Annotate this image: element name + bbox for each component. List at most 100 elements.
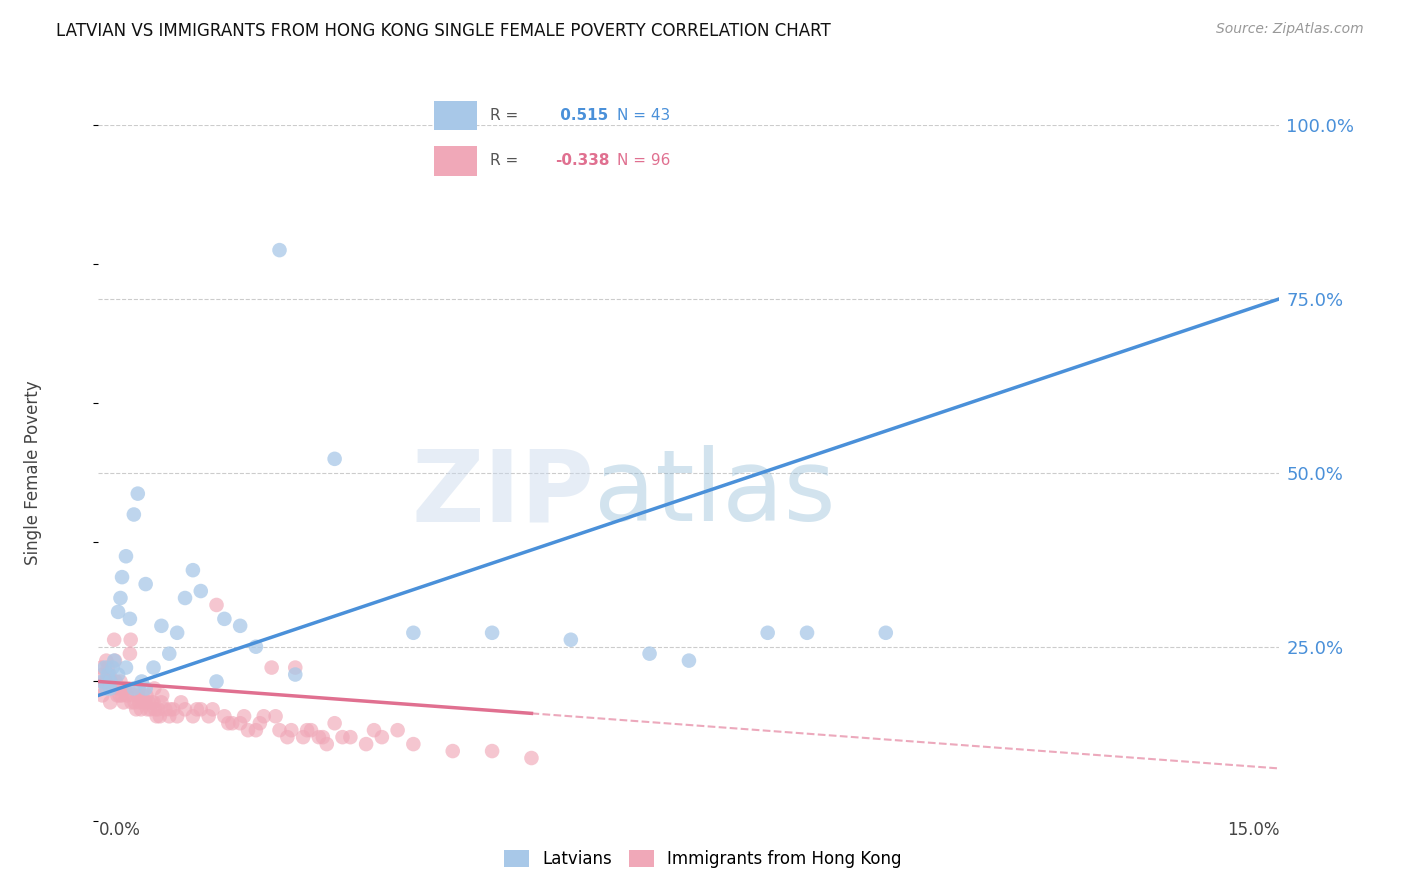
Point [245,640,267,654]
Point [120,632,142,647]
Point [323,451,346,466]
Point [117,681,139,696]
Point [520,751,543,765]
Point [441,744,464,758]
Point [150,695,173,709]
Point [162,702,184,716]
Text: Single Female Poverty: Single Female Poverty [24,381,42,565]
Point [98,695,121,709]
Point [253,709,276,723]
Point [142,695,165,709]
Point [157,647,180,661]
Point [115,549,138,564]
Point [157,709,180,723]
Point [136,702,159,716]
Point [96,654,118,668]
Text: N = 96: N = 96 [617,153,671,169]
Text: atlas: atlas [595,445,837,542]
Point [129,702,152,716]
Point [249,716,271,731]
Text: 0.515: 0.515 [555,108,607,123]
Point [112,681,135,696]
Point [387,723,409,738]
Point [292,730,315,744]
Point [107,667,129,681]
Point [148,702,170,716]
Text: R =: R = [489,108,523,123]
Point [131,689,153,703]
Point [264,709,287,723]
Point [98,674,121,689]
Point [97,667,120,681]
Point [101,681,124,696]
Text: ZIP: ZIP [412,445,595,542]
Point [149,709,172,723]
Point [205,674,228,689]
Point [678,654,700,668]
Point [110,591,132,605]
Point [111,570,134,584]
Point [402,625,425,640]
Point [269,723,291,738]
Text: Source: ZipAtlas.com: Source: ZipAtlas.com [1216,22,1364,37]
Point [138,695,160,709]
Point [339,730,361,744]
Point [159,702,181,716]
Point [796,625,818,640]
Point [229,619,252,633]
Point [93,660,115,674]
Point [560,632,582,647]
Point [124,695,146,709]
Point [205,598,228,612]
Point [332,730,354,744]
Point [214,612,236,626]
Point [214,709,236,723]
Point [174,702,197,716]
Point [181,563,204,577]
Point [315,737,337,751]
Point [122,681,145,696]
Point [96,681,118,696]
Point [354,737,377,751]
Point [103,632,125,647]
Point [89,681,111,696]
Point [114,681,136,696]
Point [190,702,212,716]
Point [481,625,503,640]
Point [104,654,127,668]
Point [115,660,138,674]
Point [103,654,125,668]
Point [104,674,127,689]
Point [308,730,330,744]
Point [131,674,153,689]
Point [139,702,162,716]
Point [402,737,425,751]
Point [166,625,188,640]
Point [118,647,141,661]
Point [143,702,166,716]
Point [121,695,143,709]
Point [233,709,256,723]
Point [97,660,120,674]
Point [107,605,129,619]
Point [135,577,157,591]
Point [105,689,128,703]
Point [299,723,322,738]
Point [481,744,503,758]
Point [145,709,167,723]
Point [756,625,779,640]
Point [135,689,157,703]
Point [98,681,121,696]
FancyBboxPatch shape [434,146,478,176]
Point [245,723,267,738]
Point [150,689,173,703]
Point [94,674,117,689]
Point [132,695,155,709]
Point [108,689,131,703]
Point [312,730,335,744]
Point [91,667,114,681]
Point [363,723,385,738]
Point [112,695,135,709]
Point [100,674,122,689]
FancyBboxPatch shape [434,101,478,130]
